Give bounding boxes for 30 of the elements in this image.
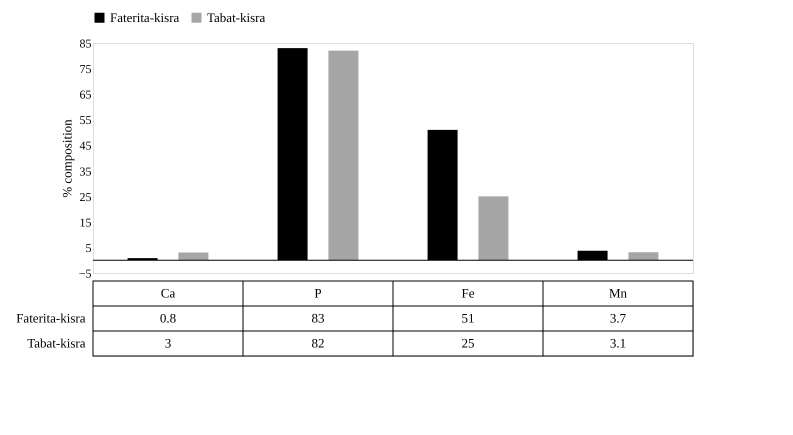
y-tick-label: 85 — [80, 36, 92, 50]
x-tick-label: Mn — [608, 286, 628, 300]
data-label: 3.7 — [610, 310, 627, 326]
text: Faterita-kisra — [16, 310, 86, 326]
y-tick-label: 25 — [80, 190, 92, 204]
legend-label: Tabat-kisra — [207, 10, 266, 25]
data-label: 0.8 — [160, 310, 176, 326]
data-label: 51 — [462, 310, 474, 326]
y-tick-label: 5 — [86, 240, 92, 255]
x-tick-label: Ca — [160, 286, 176, 300]
data-label: 82 — [312, 336, 324, 350]
y-tick-label: −5 — [78, 266, 92, 280]
data-label: 3.1 — [610, 336, 626, 350]
bar — [328, 50, 358, 260]
y-tick-label: 65 — [80, 88, 92, 102]
y-tick-label: 75 — [80, 62, 92, 76]
y-tick-label: 55 — [80, 113, 92, 128]
bar — [478, 196, 508, 260]
x-tick-label: Fe — [462, 286, 475, 300]
x-tick-label: P — [314, 286, 322, 300]
bar — [178, 252, 208, 260]
data-label: 83 — [312, 310, 324, 326]
y-tick-label: 15 — [80, 215, 92, 230]
y-axis-title: % composition — [60, 118, 75, 198]
data-label: 25 — [462, 336, 474, 350]
legend-label: Faterita-kisra — [110, 10, 180, 25]
data-label: 3 — [164, 336, 172, 350]
y-tick-label: 35 — [80, 164, 92, 178]
text: Tabat-kisra — [27, 336, 86, 350]
y-tick-label: 45 — [80, 138, 92, 153]
